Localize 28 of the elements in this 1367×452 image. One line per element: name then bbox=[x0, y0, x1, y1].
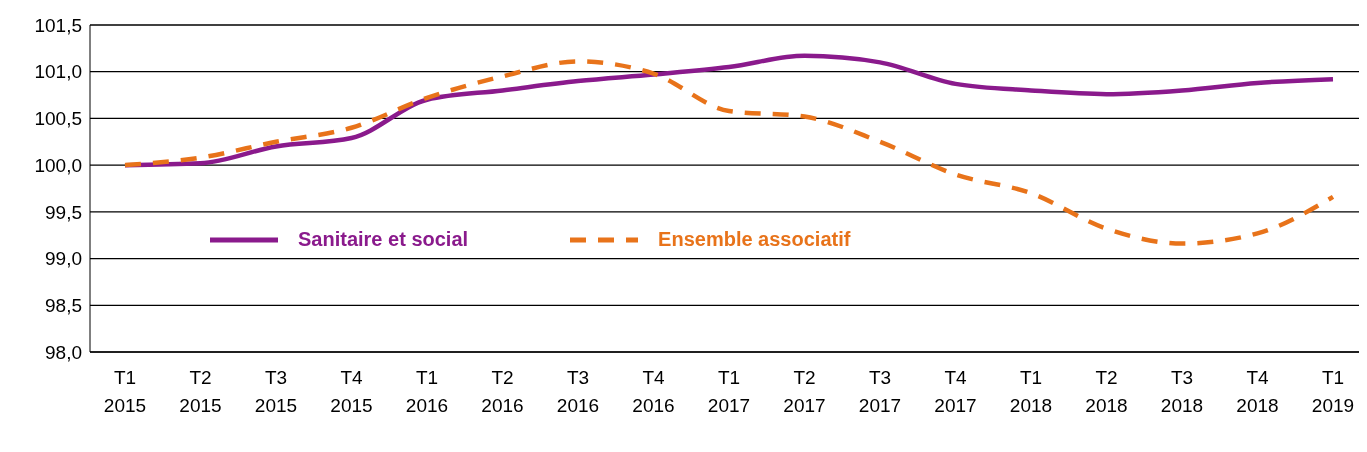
x-tick-label: T4 2015 bbox=[330, 367, 373, 416]
x-tick-label: T1 2017 bbox=[707, 367, 751, 416]
x-tick-label: T2 2018 bbox=[1085, 367, 1128, 416]
x-tick-label: T3 2016 bbox=[556, 367, 600, 416]
y-tick-label: 98,0 bbox=[45, 341, 82, 363]
y-tick-label: 101,5 bbox=[34, 14, 82, 36]
x-tick-label: T2 2016 bbox=[481, 367, 524, 416]
legend-label: Ensemble associatif bbox=[658, 228, 851, 251]
y-tick-label: 100,5 bbox=[34, 108, 82, 130]
x-tick-label: T4 2017 bbox=[934, 367, 977, 416]
x-tick-label: T2 2015 bbox=[179, 367, 222, 416]
line-series bbox=[122, 59, 1336, 246]
x-tick-label: T2 2017 bbox=[783, 367, 826, 416]
x-tick-label: T1 2018 bbox=[1009, 367, 1053, 416]
y-tick-label: 100,0 bbox=[34, 154, 82, 176]
x-tick-label: T4 2016 bbox=[632, 367, 675, 416]
x-tick-label: T1 2015 bbox=[103, 367, 147, 416]
legend-label: Sanitaire et social bbox=[298, 228, 469, 251]
x-tick-label: T1 2019 bbox=[1311, 367, 1355, 416]
x-tick-label: T4 2018 bbox=[1236, 367, 1279, 416]
y-tick-label: 98,5 bbox=[45, 295, 82, 317]
x-tick-label: T1 2016 bbox=[405, 367, 449, 416]
y-tick-label: 101,0 bbox=[34, 61, 82, 83]
x-tick-label: T3 2018 bbox=[1160, 367, 1204, 416]
x-tick-label: T3 2017 bbox=[858, 367, 902, 416]
y-tick-label: 99,0 bbox=[45, 248, 82, 270]
x-tick-label: T3 2015 bbox=[254, 367, 298, 416]
y-tick-label: 99,5 bbox=[45, 201, 82, 223]
